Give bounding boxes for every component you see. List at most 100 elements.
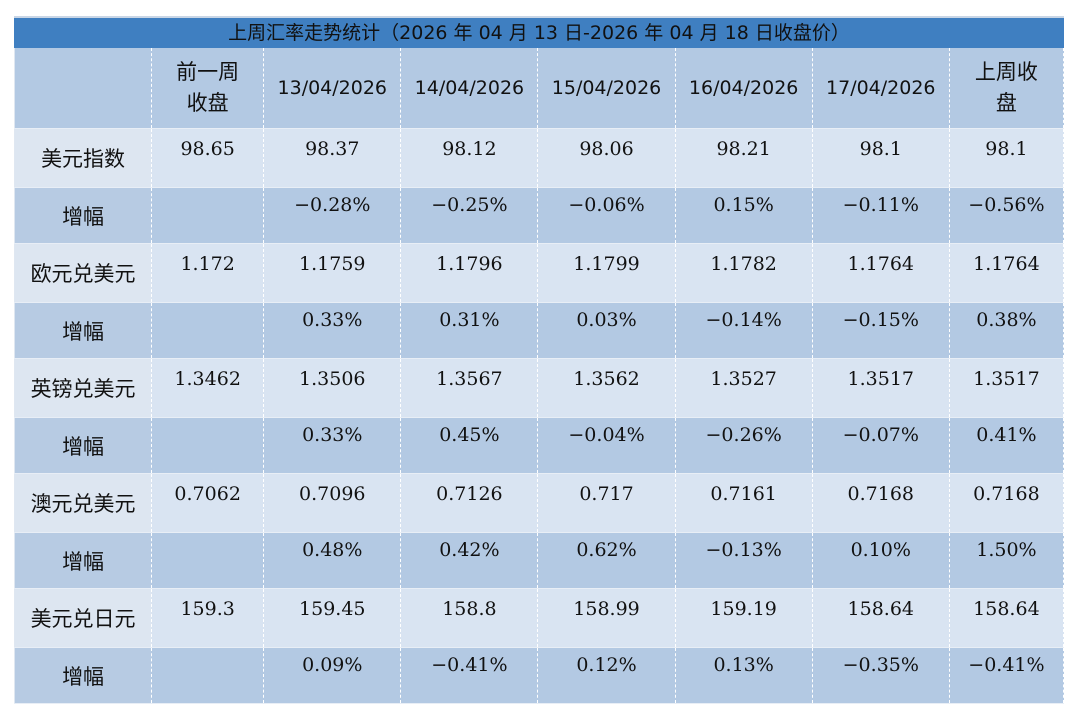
rate-row: 美元兑日元 159.3 159.45 158.8 158.99 159.19 158.64 1… [13, 588, 1065, 648]
rate-cell: 1.3462 [151, 358, 265, 418]
change-cell: 0.12% [537, 647, 676, 704]
rate-cell: 1.1764 [949, 243, 1065, 303]
rate-cell: 159.3 [151, 588, 265, 648]
column-header: 17/04/2026 [812, 48, 950, 129]
change-cell: −0.41% [949, 647, 1065, 704]
row-label: 美元兑日元 [13, 588, 153, 648]
column-header: 上周收 盘 [949, 48, 1065, 129]
change-cell: 0.10% [812, 532, 950, 589]
change-cell: −0.41% [400, 647, 539, 704]
rate-cell: 1.3527 [675, 358, 813, 418]
rate-cell: 158.64 [949, 588, 1065, 648]
rate-cell: 0.7096 [263, 473, 402, 533]
row-label: 欧元兑美元 [13, 243, 153, 303]
rate-row: 澳元兑美元 0.7062 0.7096 0.7126 0.717 0.7161 0.7168… [13, 473, 1065, 533]
change-cell: −0.15% [812, 302, 950, 359]
rate-cell: 0.7168 [949, 473, 1065, 533]
rate-cell: 0.7126 [400, 473, 539, 533]
change-cell: −0.07% [812, 417, 950, 474]
change-cell [151, 647, 265, 704]
rate-cell: 1.3562 [537, 358, 676, 418]
change-cell: −0.28% [263, 187, 402, 244]
change-cell: −0.11% [812, 187, 950, 244]
rate-row: 欧元兑美元 1.172 1.1759 1.1796 1.1799 1.1782 1.1764… [13, 243, 1065, 303]
rate-cell: 158.64 [812, 588, 950, 648]
fx-rate-table: 前一周 收盘 13/04/2026 14/04/2026 15/04/2026 16/0… [13, 48, 1065, 704]
change-cell [151, 417, 265, 474]
rate-row: 美元指数 98.65 98.37 98.12 98.06 98.21 98.1 98.1 [13, 128, 1065, 188]
rate-cell: 159.45 [263, 588, 402, 648]
change-cell: 0.33% [263, 302, 402, 359]
rate-cell: 1.1759 [263, 243, 402, 303]
change-cell: −0.25% [400, 187, 539, 244]
rate-cell: 98.65 [151, 128, 265, 188]
row-label: 增幅 [13, 302, 153, 359]
rate-row: 英镑兑美元 1.3462 1.3506 1.3567 1.3562 1.3527 1.351… [13, 358, 1065, 418]
row-label: 增幅 [13, 647, 153, 704]
change-cell: 0.03% [537, 302, 676, 359]
change-cell: 0.13% [675, 647, 813, 704]
rate-cell: 98.12 [400, 128, 539, 188]
row-label: 增幅 [13, 417, 153, 474]
change-cell: −0.04% [537, 417, 676, 474]
change-cell [151, 187, 265, 244]
rate-cell: 1.3517 [812, 358, 950, 418]
rate-cell: 1.1782 [675, 243, 813, 303]
rate-cell: 98.06 [537, 128, 676, 188]
change-row: 增幅 0.48% 0.42% 0.62% −0.13% 0.10% 1.50% [13, 532, 1065, 589]
change-cell: −0.13% [675, 532, 813, 589]
change-cell: 0.33% [263, 417, 402, 474]
rate-cell: 0.717 [537, 473, 676, 533]
column-header: 前一周 收盘 [151, 48, 265, 129]
rate-cell: 98.21 [675, 128, 813, 188]
rate-cell: 158.8 [400, 588, 539, 648]
rate-cell: 0.7161 [675, 473, 813, 533]
rate-cell: 1.172 [151, 243, 265, 303]
row-label: 增幅 [13, 187, 153, 244]
rate-cell: 98.37 [263, 128, 402, 188]
header-corner [13, 48, 153, 129]
change-cell: −0.26% [675, 417, 813, 474]
rate-cell: 0.7168 [812, 473, 950, 533]
change-row: 增幅 0.33% 0.31% 0.03% −0.14% −0.15% 0.38% [13, 302, 1065, 359]
rate-cell: 1.1764 [812, 243, 950, 303]
row-label: 增幅 [13, 532, 153, 589]
row-label: 澳元兑美元 [13, 473, 153, 533]
change-cell: 0.45% [400, 417, 539, 474]
change-cell: −0.35% [812, 647, 950, 704]
header-row: 前一周 收盘 13/04/2026 14/04/2026 15/04/2026 16/0… [13, 48, 1065, 129]
change-cell: −0.14% [675, 302, 813, 359]
column-header: 13/04/2026 [263, 48, 402, 129]
change-row: 增幅 0.33% 0.45% −0.04% −0.26% −0.07% 0.41% [13, 417, 1065, 474]
rate-cell: 0.7062 [151, 473, 265, 533]
change-cell: 0.38% [949, 302, 1065, 359]
change-cell: 1.50% [949, 532, 1065, 589]
row-label: 美元指数 [13, 128, 153, 188]
row-label: 英镑兑美元 [13, 358, 153, 418]
rate-cell: 1.3567 [400, 358, 539, 418]
rate-cell: 1.1796 [400, 243, 539, 303]
change-cell [151, 532, 265, 589]
change-cell: −0.06% [537, 187, 676, 244]
table-title: 上周汇率走势统计（2026 年 04 月 13 日-2026 年 04 月 18… [14, 16, 1064, 48]
fx-weekly-report: 上周汇率走势统计（2026 年 04 月 13 日-2026 年 04 月 18… [13, 16, 1065, 704]
rate-cell: 1.3506 [263, 358, 402, 418]
rate-cell: 1.1799 [537, 243, 676, 303]
change-cell: 0.41% [949, 417, 1065, 474]
rate-cell: 1.3517 [949, 358, 1065, 418]
change-cell: 0.31% [400, 302, 539, 359]
rate-cell: 98.1 [812, 128, 950, 188]
change-cell: −0.56% [949, 187, 1065, 244]
change-row: 增幅 −0.28% −0.25% −0.06% 0.15% −0.11% −0.56% [13, 187, 1065, 244]
column-header: 14/04/2026 [400, 48, 539, 129]
change-cell: 0.48% [263, 532, 402, 589]
change-cell: 0.09% [263, 647, 402, 704]
change-cell: 0.15% [675, 187, 813, 244]
change-cell: 0.42% [400, 532, 539, 589]
column-header: 15/04/2026 [537, 48, 676, 129]
rate-cell: 158.99 [537, 588, 676, 648]
change-row: 增幅 0.09% −0.41% 0.12% 0.13% −0.35% −0.41% [13, 647, 1065, 704]
rate-cell: 98.1 [949, 128, 1065, 188]
change-cell [151, 302, 265, 359]
change-cell: 0.62% [537, 532, 676, 589]
